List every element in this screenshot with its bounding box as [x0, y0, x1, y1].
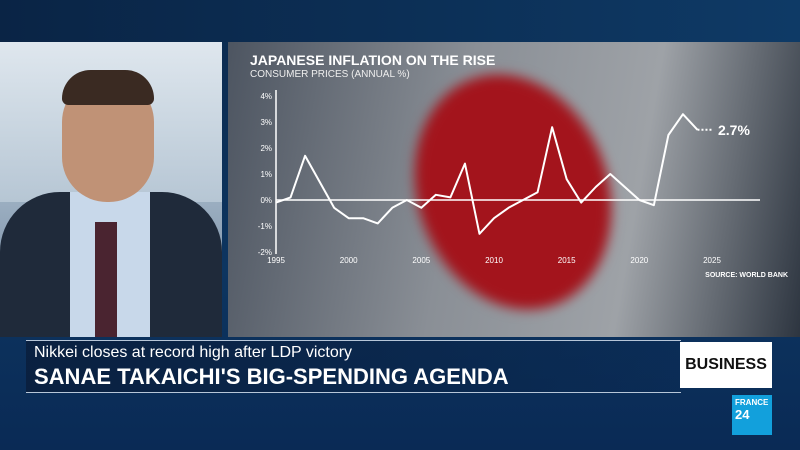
presenter-video — [0, 42, 222, 337]
y-tick-label: 3% — [260, 118, 272, 127]
x-tick-label: 2015 — [558, 256, 576, 265]
chart-panel: JAPANESE INFLATION ON THE RISE CONSUMER … — [228, 42, 800, 337]
x-tick-label: 1995 — [267, 256, 285, 265]
lower-third-subtitle: Nikkei closes at record high after LDP v… — [34, 344, 353, 361]
logo-text: FRANCE — [735, 398, 769, 407]
lower-third: Nikkei closes at record high after LDP v… — [26, 340, 681, 393]
x-tick-label: 2020 — [630, 256, 648, 265]
chart-source: SOURCE: WORLD BANK — [705, 272, 788, 279]
x-tick-label: 2005 — [412, 256, 430, 265]
france24-logo: FRANCE 24 — [732, 395, 772, 435]
x-tick-label: 2025 — [703, 256, 721, 265]
line-chart: 4% 3% 2% 1% 0% -1% -2%1995 2000 2005 2010 2015 2020… — [258, 90, 760, 265]
chart-subtitle: CONSUMER PRICES (ANNUAL %) — [250, 69, 410, 80]
y-tick-label: 0% — [260, 196, 272, 205]
inflation-line — [275, 113, 699, 235]
end-value-label: 2.7% — [718, 122, 750, 138]
lower-third-headline: SANAE TAKAICHI'S BIG-SPENDING AGENDA — [34, 364, 509, 389]
y-tick-label: -2% — [258, 248, 272, 257]
x-tick-label: 2000 — [340, 256, 358, 265]
x-tick-label: 2010 — [485, 256, 503, 265]
y-tick-label: 1% — [260, 170, 272, 179]
section-badge: BUSINESS — [680, 342, 772, 388]
logo-number: 24 — [735, 407, 750, 422]
chart-title: JAPANESE INFLATION ON THE RISE — [250, 52, 496, 68]
top-bar — [0, 0, 800, 42]
y-tick-label: 2% — [260, 144, 272, 153]
y-tick-label: -1% — [258, 222, 272, 231]
y-tick-label: 4% — [260, 92, 272, 101]
